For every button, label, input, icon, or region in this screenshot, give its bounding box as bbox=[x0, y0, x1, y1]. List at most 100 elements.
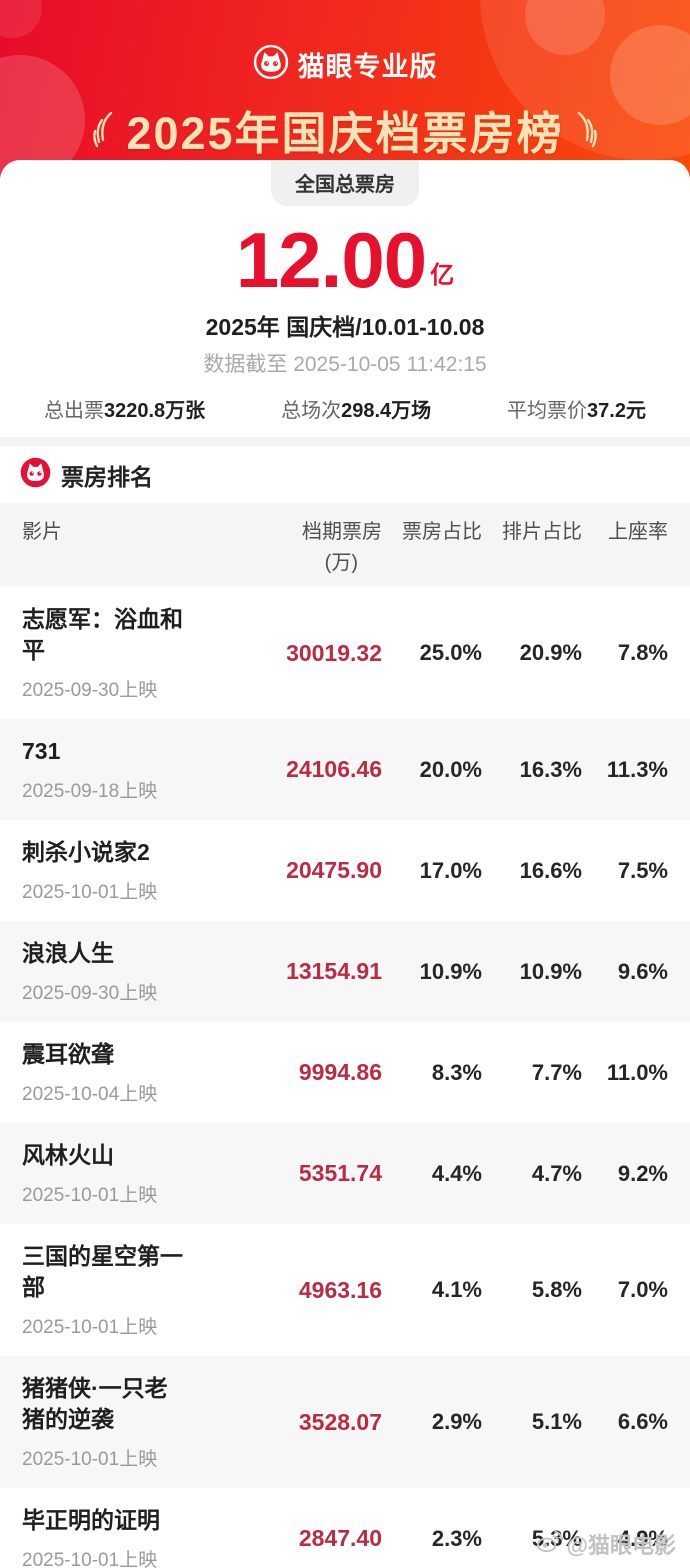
film-info: 三国的星空第一部 2025-10-01上映 bbox=[22, 1241, 190, 1339]
film-row[interactable]: 731 2025-09-18上映 24106.46 20.0% 16.3% 11… bbox=[0, 719, 690, 820]
box-share-cell: 2.3% bbox=[431, 1525, 482, 1551]
film-row[interactable]: 毕正明的证明 2025-10-01上映 2847.40 2.3% 5.3% 4.… bbox=[0, 1488, 690, 1568]
release-date: 2025-10-01上映 bbox=[22, 1550, 158, 1568]
film-info: 毕正明的证明 2025-10-01上映 bbox=[22, 1505, 190, 1568]
film-row[interactable]: 浪浪人生 2025-09-30上映 13154.91 10.9% 10.9% 9… bbox=[0, 921, 690, 1022]
film-title: 刺杀小说家2 bbox=[22, 839, 150, 865]
film-info: 浪浪人生 2025-09-30上映 bbox=[22, 938, 190, 1005]
box-office-cell: 24106.46 bbox=[286, 756, 382, 782]
attendance-cell: 9.6% bbox=[617, 958, 668, 984]
film-info: 风林火山 2025-10-01上映 bbox=[22, 1140, 190, 1207]
ranking-header: 票房排名 bbox=[0, 446, 690, 503]
weibo-watermark-text: @猫眼电影 bbox=[566, 1533, 676, 1558]
film-info: 刺杀小说家2 2025-10-01上映 bbox=[22, 837, 190, 904]
release-date: 2025-10-01上映 bbox=[22, 882, 158, 903]
hero-title-row: 2025年国庆档票房榜 bbox=[0, 97, 690, 162]
box-share-cell: 17.0% bbox=[419, 857, 482, 883]
data-cutoff-label: 数据截至 2025-10-05 11:42:15 bbox=[203, 353, 487, 376]
ranking-heading: 票房排名 bbox=[61, 464, 153, 490]
screening-share-cell: 5.1% bbox=[531, 1409, 582, 1434]
stat-total-tickets: 总出票3220.8万张 bbox=[44, 400, 206, 422]
weibo-watermark: @猫眼电影 bbox=[536, 1528, 676, 1560]
screening-share-cell: 5.8% bbox=[531, 1277, 582, 1302]
weibo-icon bbox=[536, 1529, 563, 1559]
film-row[interactable]: 刺杀小说家2 2025-10-01上映 20475.90 17.0% 16.6%… bbox=[0, 820, 690, 921]
film-title: 731 bbox=[22, 738, 61, 764]
column-attendance: 上座率 bbox=[608, 521, 668, 543]
total-box-office-value: 12.00 bbox=[235, 216, 427, 304]
laurel-left-icon bbox=[90, 107, 116, 153]
box-office-cell: 9994.86 bbox=[298, 1059, 382, 1085]
film-title: 风林火山 bbox=[22, 1142, 114, 1168]
stats-row: 总出票3220.8万张 总场次298.4万场 平均票价37.2元 bbox=[0, 394, 690, 423]
box-office-cell: 4963.16 bbox=[298, 1276, 382, 1303]
box-office-cell: 2847.40 bbox=[298, 1525, 382, 1551]
box-share-cell: 4.1% bbox=[431, 1277, 482, 1302]
column-box-share: 票房占比 bbox=[402, 521, 482, 543]
box-share-cell: 25.0% bbox=[419, 640, 482, 665]
release-date: 2025-10-01上映 bbox=[22, 1185, 158, 1206]
film-title: 猪猪侠·一只老猪的逆袭 bbox=[22, 1375, 168, 1432]
box-share-cell: 10.9% bbox=[419, 958, 482, 984]
deco-circle bbox=[610, 25, 690, 125]
film-info: 志愿军：浴血和平 2025-09-30上映 bbox=[22, 604, 190, 702]
screening-share-cell: 7.7% bbox=[531, 1059, 582, 1085]
maoyan-cat-badge-icon bbox=[20, 457, 51, 493]
box-office-cell: 5351.74 bbox=[298, 1160, 382, 1186]
attendance-cell: 7.5% bbox=[617, 857, 668, 883]
box-office-cell: 20475.90 bbox=[286, 857, 382, 883]
box-office-cell: 3528.07 bbox=[298, 1408, 382, 1435]
attendance-cell: 6.6% bbox=[617, 1409, 668, 1434]
box-office-cell: 13154.91 bbox=[286, 958, 382, 984]
laurel-right-icon bbox=[574, 107, 600, 153]
film-row[interactable]: 震耳欲聋 2025-10-04上映 9994.86 8.3% 7.7% 11.0… bbox=[0, 1022, 690, 1123]
release-date: 2025-09-30上映 bbox=[22, 983, 158, 1004]
film-title: 震耳欲聋 bbox=[22, 1041, 114, 1067]
screening-share-cell: 10.9% bbox=[519, 958, 582, 984]
film-title: 志愿军：浴血和平 bbox=[22, 606, 183, 663]
film-title: 三国的星空第一部 bbox=[22, 1243, 183, 1300]
stat-average-price: 平均票价37.2元 bbox=[507, 400, 646, 422]
total-box-office: 12.00 亿 bbox=[0, 214, 690, 300]
header-banner: 猫眼专业版 2025年国庆档票房榜 bbox=[0, 0, 690, 178]
attendance-cell: 7.8% bbox=[617, 640, 668, 665]
box-share-cell: 2.9% bbox=[431, 1409, 482, 1434]
screening-share-cell: 16.6% bbox=[519, 857, 582, 883]
release-date: 2025-10-01上映 bbox=[22, 1449, 158, 1470]
screening-share-cell: 16.3% bbox=[519, 756, 582, 782]
table-header: 影片 档期票房 (万) 票房占比 排片占比 上座率 bbox=[0, 503, 690, 587]
film-info: 731 2025-09-18上映 bbox=[22, 736, 190, 803]
attendance-cell: 4.9% bbox=[617, 1525, 668, 1551]
film-info: 猪猪侠·一只老猪的逆袭 2025-10-01上映 bbox=[22, 1373, 190, 1471]
national-total-badge: 全国总票房 bbox=[271, 160, 419, 206]
film-info: 震耳欲聋 2025-10-04上映 bbox=[22, 1039, 190, 1106]
film-row[interactable]: 志愿军：浴血和平 2025-09-30上映 30019.32 25.0% 20.… bbox=[0, 587, 690, 719]
section-divider bbox=[0, 437, 690, 446]
brand-name: 猫眼专业版 bbox=[297, 52, 438, 82]
total-box-office-unit: 亿 bbox=[430, 262, 455, 289]
column-box-office: 档期票房 (万) bbox=[302, 521, 382, 574]
film-row[interactable]: 猪猪侠·一只老猪的逆袭 2025-10-01上映 3528.07 2.9% 5.… bbox=[0, 1356, 690, 1488]
box-share-cell: 20.0% bbox=[419, 756, 482, 782]
maoyan-cat-logo-icon bbox=[253, 44, 289, 85]
film-title: 毕正明的证明 bbox=[22, 1507, 160, 1533]
film-title: 浪浪人生 bbox=[22, 940, 114, 966]
film-row[interactable]: 风林火山 2025-10-01上映 5351.74 4.4% 4.7% 9.2% bbox=[0, 1123, 690, 1224]
screening-share-cell: 20.9% bbox=[519, 640, 582, 665]
stat-total-screenings: 总场次298.4万场 bbox=[281, 400, 432, 422]
page-title: 2025年国庆档票房榜 bbox=[126, 108, 564, 159]
ranking-table-body: 志愿军：浴血和平 2025-09-30上映 30019.32 25.0% 20.… bbox=[0, 587, 690, 1568]
attendance-cell: 9.2% bbox=[617, 1160, 668, 1186]
box-share-cell: 8.3% bbox=[431, 1059, 482, 1085]
release-date: 2025-09-30上映 bbox=[22, 680, 158, 701]
attendance-cell: 11.0% bbox=[606, 1059, 668, 1085]
attendance-cell: 11.3% bbox=[606, 756, 668, 782]
release-date: 2025-10-04上映 bbox=[22, 1084, 158, 1105]
film-row[interactable]: 三国的星空第一部 2025-10-01上映 4963.16 4.1% 5.8% … bbox=[0, 1224, 690, 1356]
screening-share-cell: 4.7% bbox=[531, 1160, 582, 1186]
summary-card: 全国总票房 12.00 亿 2025年 国庆档/10.01-10.08 数据截至… bbox=[0, 160, 690, 437]
period-label: 2025年 国庆档/10.01-10.08 bbox=[205, 314, 485, 340]
brand-row: 猫眼专业版 bbox=[0, 0, 690, 85]
box-share-cell: 4.4% bbox=[431, 1160, 482, 1186]
